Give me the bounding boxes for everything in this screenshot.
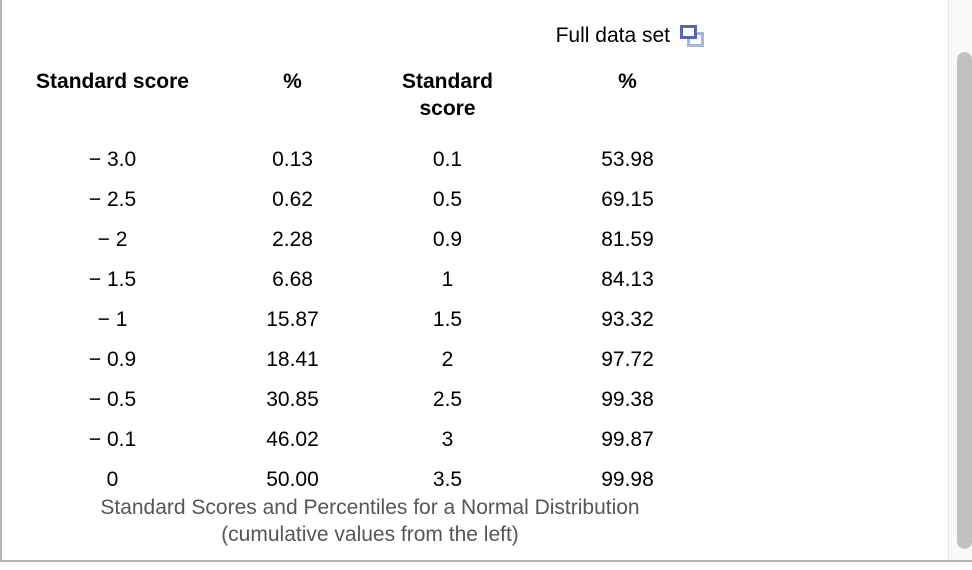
full-data-set-link[interactable]: Full data set bbox=[20, 24, 704, 48]
popup-window-icon[interactable] bbox=[680, 25, 704, 47]
table-row: − 2.5 0.62 0.5 69.15 bbox=[20, 180, 740, 220]
header-standard-score-left: Standard score bbox=[36, 70, 189, 93]
table-cell: 99.38 bbox=[601, 388, 654, 411]
table-cell: 84.13 bbox=[601, 268, 654, 291]
table-cell: 1.5 bbox=[432, 308, 463, 331]
table-cell: 0.9 bbox=[432, 228, 463, 251]
table-caption: Standard Scores and Percentiles for a No… bbox=[5, 494, 735, 548]
table-row: 0 50.00 3.5 99.98 bbox=[20, 460, 740, 500]
table-cell: 81.59 bbox=[601, 228, 654, 251]
table-cell: 2 bbox=[441, 348, 454, 371]
vertical-scrollbar-track[interactable] bbox=[948, 0, 972, 560]
caption-line-2: (cumulative values from the left) bbox=[221, 523, 519, 546]
table-cell: − 0.1 bbox=[88, 428, 137, 451]
popup-window-icon-front bbox=[680, 25, 697, 39]
table-cell: − 1.5 bbox=[88, 268, 137, 291]
table-cell: 97.72 bbox=[601, 348, 654, 371]
table-cell: 18.41 bbox=[266, 348, 319, 371]
table-cell: − 3.0 bbox=[88, 148, 137, 171]
table-cell: 0.1 bbox=[432, 148, 463, 171]
table-cell: − 0.9 bbox=[88, 348, 137, 371]
table-row: − 0.5 30.85 2.5 99.38 bbox=[20, 380, 740, 420]
table-cell: 6.68 bbox=[272, 268, 313, 291]
table-row: − 2 2.28 0.9 81.59 bbox=[20, 220, 740, 260]
table-cell: 99.87 bbox=[601, 428, 654, 451]
table-row: − 1 15.87 1.5 93.32 bbox=[20, 300, 740, 340]
table-body: − 3.0 0.13 0.1 53.98 − 2.5 0.62 0.5 69.15 − 2 2.2… bbox=[20, 140, 740, 500]
caption-line-1: Standard Scores and Percentiles for a No… bbox=[100, 496, 640, 519]
table-cell: 53.98 bbox=[601, 148, 654, 171]
vertical-scrollbar-thumb[interactable] bbox=[957, 52, 972, 549]
frame-bottom-border bbox=[0, 560, 972, 562]
table-cell: 50.00 bbox=[266, 468, 319, 491]
table-row: − 1.5 6.68 1 84.13 bbox=[20, 260, 740, 300]
table-cell: − 1 bbox=[97, 308, 128, 331]
table-cell: 3 bbox=[441, 428, 454, 451]
table-cell: 46.02 bbox=[266, 428, 319, 451]
table-cell: 2.28 bbox=[272, 228, 313, 251]
table-cell: 2.5 bbox=[432, 388, 463, 411]
table-cell: 69.15 bbox=[601, 188, 654, 211]
table-cell: 93.32 bbox=[601, 308, 654, 331]
header-standard-score-right: Standard score bbox=[401, 70, 493, 120]
table-cell: 30.85 bbox=[266, 388, 319, 411]
table-cell: 3.5 bbox=[432, 468, 463, 491]
table-cell: − 2.5 bbox=[88, 188, 137, 211]
table-cell: 0.5 bbox=[432, 188, 463, 211]
table-row: − 0.1 46.02 3 99.87 bbox=[20, 420, 740, 460]
table-cell: 99.98 bbox=[601, 468, 654, 491]
table-cell: 0 bbox=[106, 468, 119, 491]
table-row: − 3.0 0.13 0.1 53.98 bbox=[20, 140, 740, 180]
table-cell: − 2 bbox=[97, 228, 128, 251]
frame-left-border bbox=[0, 0, 2, 562]
table-cell: 1 bbox=[441, 268, 454, 291]
table-row: − 0.9 18.41 2 97.72 bbox=[20, 340, 740, 380]
header-percent-left: % bbox=[283, 70, 302, 93]
table-header-row: Standard score % Standard score % bbox=[20, 68, 740, 140]
table-cell: 0.62 bbox=[272, 188, 313, 211]
header-percent-right: % bbox=[618, 70, 637, 93]
table-cell: 0.13 bbox=[272, 148, 313, 171]
table-cell: − 0.5 bbox=[88, 388, 137, 411]
standard-scores-table: Standard score % Standard score % − 3.0 0… bbox=[20, 68, 740, 500]
table-cell: 15.87 bbox=[266, 308, 319, 331]
full-data-set-label: Full data set bbox=[555, 24, 670, 47]
